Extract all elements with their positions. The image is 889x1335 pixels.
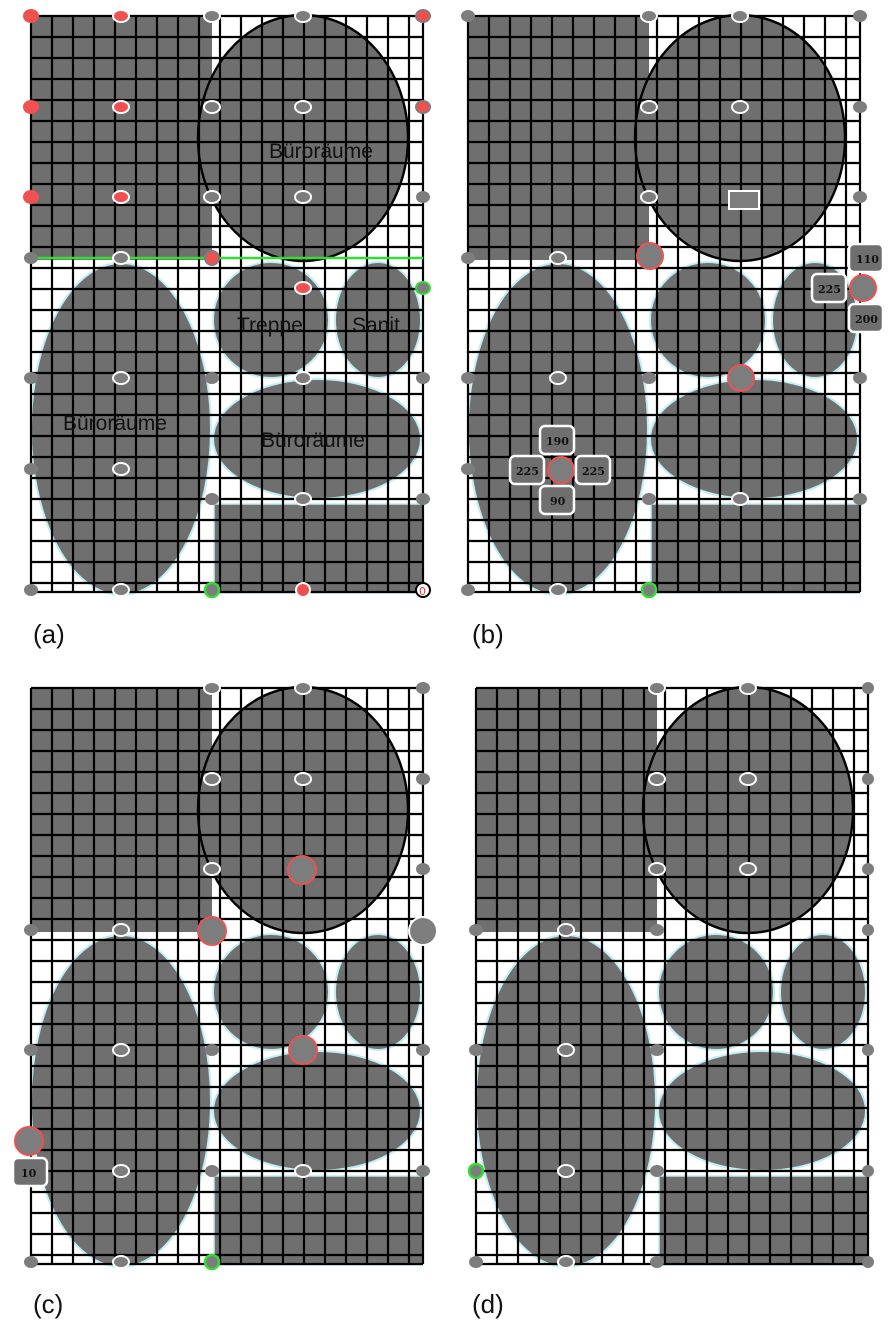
- badge-value: 10: [21, 1167, 37, 1180]
- badge-value-down-right: 200: [855, 313, 878, 326]
- cost-badges-right: 110 225 200: [810, 242, 885, 334]
- panel-label-d: (d): [472, 1289, 504, 1319]
- badge-value-left-right: 225: [818, 283, 841, 296]
- badge-value-down: 90: [550, 495, 566, 508]
- panel-c: 10: [11, 681, 438, 1271]
- cost-badge: [11, 1156, 49, 1188]
- badge-value-right: 225: [582, 465, 605, 478]
- badge-value-left: 225: [516, 465, 539, 478]
- graph-nodes: [14, 681, 438, 1271]
- panel-d: [467, 681, 874, 1269]
- room-label-bueroraeume-top: Büroräume: [269, 140, 373, 163]
- panel-label-c: (c): [33, 1289, 63, 1319]
- panel-label-a: (a): [33, 619, 65, 649]
- goal-marker-value: 0: [419, 585, 426, 598]
- panel-a: Büroräume Treppe Sanit. Büroräume Bürorä…: [23, 9, 431, 599]
- cost-badges-cross: 190 225 225 90: [508, 424, 612, 516]
- graph-nodes: [23, 9, 431, 599]
- graph-nodes: [461, 9, 877, 599]
- badge-value-up-right: 110: [856, 253, 879, 266]
- room-label-bueroraeume-left: Büroräume: [63, 412, 167, 435]
- badge-value-up: 190: [546, 435, 569, 448]
- room-label-sanit: Sanit.: [352, 314, 406, 337]
- graph-nodes: [467, 681, 874, 1269]
- panel-label-b: (b): [472, 619, 504, 649]
- panel-b: 190 225 225 90 110 225 200: [461, 9, 885, 599]
- room-label-bueroraeume-mid: Büroräume: [261, 429, 365, 452]
- room-label-treppe: Treppe: [237, 314, 303, 337]
